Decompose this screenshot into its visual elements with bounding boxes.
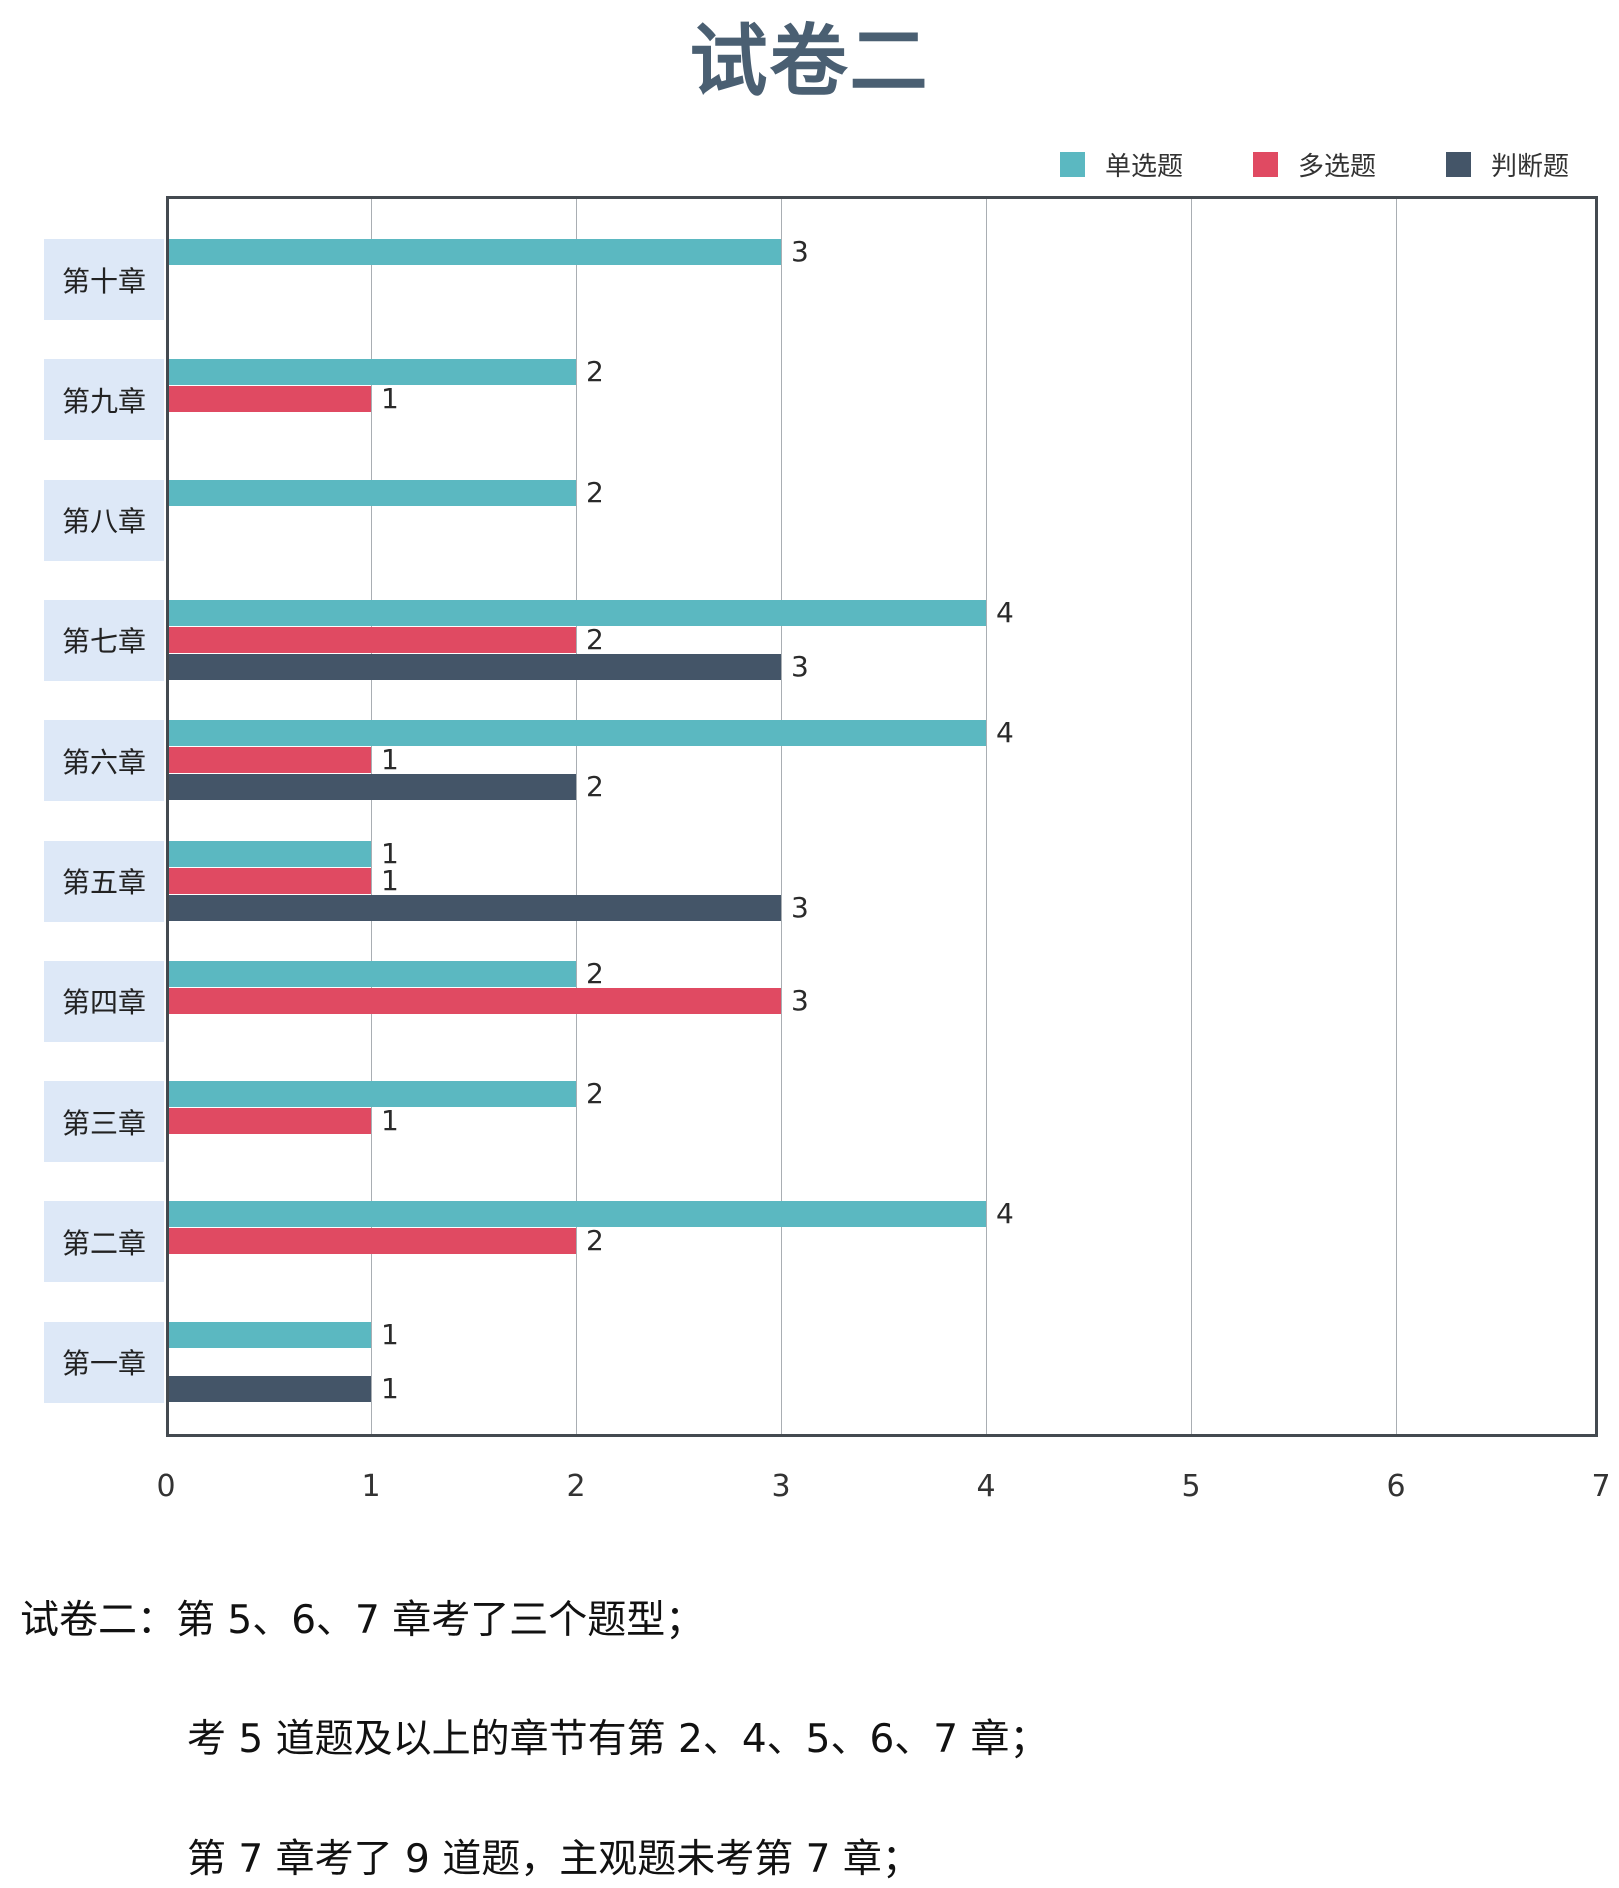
bar-value-label: 4 — [996, 716, 1014, 750]
bar-value-label: 2 — [586, 355, 604, 389]
summary-note-3: 第 7 章考了 9 道题，主观题未考第 7 章； — [187, 1837, 921, 1882]
legend-item-single-choice: 单选题 — [1060, 146, 1183, 183]
legend-swatch-icon — [1060, 151, 1085, 177]
bar-value-label: 2 — [586, 770, 604, 804]
bar — [169, 653, 781, 680]
x-tick-label: 4 — [976, 1469, 996, 1504]
bar-value-label: 1 — [381, 836, 399, 870]
bar-value-label: 2 — [586, 1224, 604, 1258]
bar — [169, 1228, 576, 1255]
legend-label: 多选题 — [1298, 151, 1377, 182]
x-tick-label: 7 — [1591, 1469, 1611, 1504]
bar-value-label: 2 — [586, 1077, 604, 1111]
bar — [169, 1108, 371, 1135]
x-tick-label: 1 — [361, 1469, 381, 1504]
x-tick-label: 5 — [1181, 1469, 1201, 1504]
bar — [169, 1081, 576, 1108]
category-label: 第四章 — [44, 960, 164, 1042]
bar — [169, 774, 576, 801]
bar — [169, 960, 576, 987]
bar — [169, 1321, 371, 1348]
gridline — [371, 199, 372, 1434]
bar-value-label: 2 — [586, 622, 604, 656]
chart-legend: 单选题 多选题 判断题 — [1060, 146, 1569, 183]
category-label: 第九章 — [44, 359, 164, 441]
x-tick-label: 0 — [156, 1469, 176, 1504]
bar — [169, 1201, 986, 1228]
legend-swatch-icon — [1446, 151, 1472, 177]
gridline — [1396, 199, 1397, 1434]
legend-item-multiple-choice: 多选题 — [1253, 146, 1376, 183]
category-label: 第七章 — [44, 599, 164, 681]
bar — [169, 626, 576, 653]
bar-value-label: 3 — [791, 890, 809, 924]
bar-value-label: 2 — [586, 956, 604, 990]
bar — [169, 1375, 371, 1402]
bar-value-label: 2 — [586, 475, 604, 509]
bar — [169, 386, 371, 413]
bar — [169, 239, 781, 265]
bar-value-label: 1 — [381, 1371, 399, 1405]
legend-label: 判断题 — [1491, 151, 1570, 182]
bar-value-label: 3 — [791, 649, 809, 683]
bar-value-label: 4 — [996, 1197, 1014, 1231]
category-label: 第六章 — [44, 720, 164, 802]
summary-note-2: 考 5 道题及以上的章节有第 2、4、5、6、7 章； — [187, 1717, 1049, 1762]
bar-value-label: 1 — [381, 863, 399, 897]
category-label: 第八章 — [44, 479, 164, 561]
gridline — [576, 199, 577, 1434]
category-label: 第三章 — [44, 1081, 164, 1163]
bar-value-label: 3 — [791, 983, 809, 1017]
bar-value-label: 1 — [381, 743, 399, 777]
x-tick-label: 2 — [566, 1469, 586, 1504]
bar-value-label: 1 — [381, 382, 399, 416]
bar — [169, 479, 576, 506]
bar — [169, 720, 986, 747]
bar-value-label: 1 — [381, 1104, 399, 1138]
bar — [169, 359, 576, 386]
legend-item-true-false: 判断题 — [1446, 146, 1569, 183]
category-label: 第一章 — [44, 1321, 164, 1403]
bar — [169, 747, 371, 774]
chart-title: 试卷二 — [689, 17, 930, 107]
gridline — [781, 199, 782, 1434]
bar-value-label: 3 — [791, 235, 809, 268]
category-label: 第十章 — [44, 239, 164, 320]
bar-value-label: 1 — [381, 1317, 399, 1351]
bar-value-label: 4 — [996, 595, 1014, 629]
x-tick-label: 6 — [1386, 1469, 1406, 1504]
category-label: 第五章 — [44, 840, 164, 922]
bar — [169, 599, 986, 626]
category-label: 第二章 — [44, 1201, 164, 1283]
bar — [169, 894, 781, 921]
bar — [169, 867, 371, 894]
summary-note-1: 试卷二：第 5、6、7 章考了三个题型； — [20, 1598, 705, 1643]
x-tick-label: 3 — [771, 1469, 791, 1504]
bar — [169, 987, 781, 1014]
legend-label: 单选题 — [1105, 151, 1184, 182]
legend-swatch-icon — [1253, 151, 1279, 177]
gridline — [1191, 199, 1192, 1434]
gridline — [986, 199, 987, 1434]
bar — [169, 840, 371, 867]
